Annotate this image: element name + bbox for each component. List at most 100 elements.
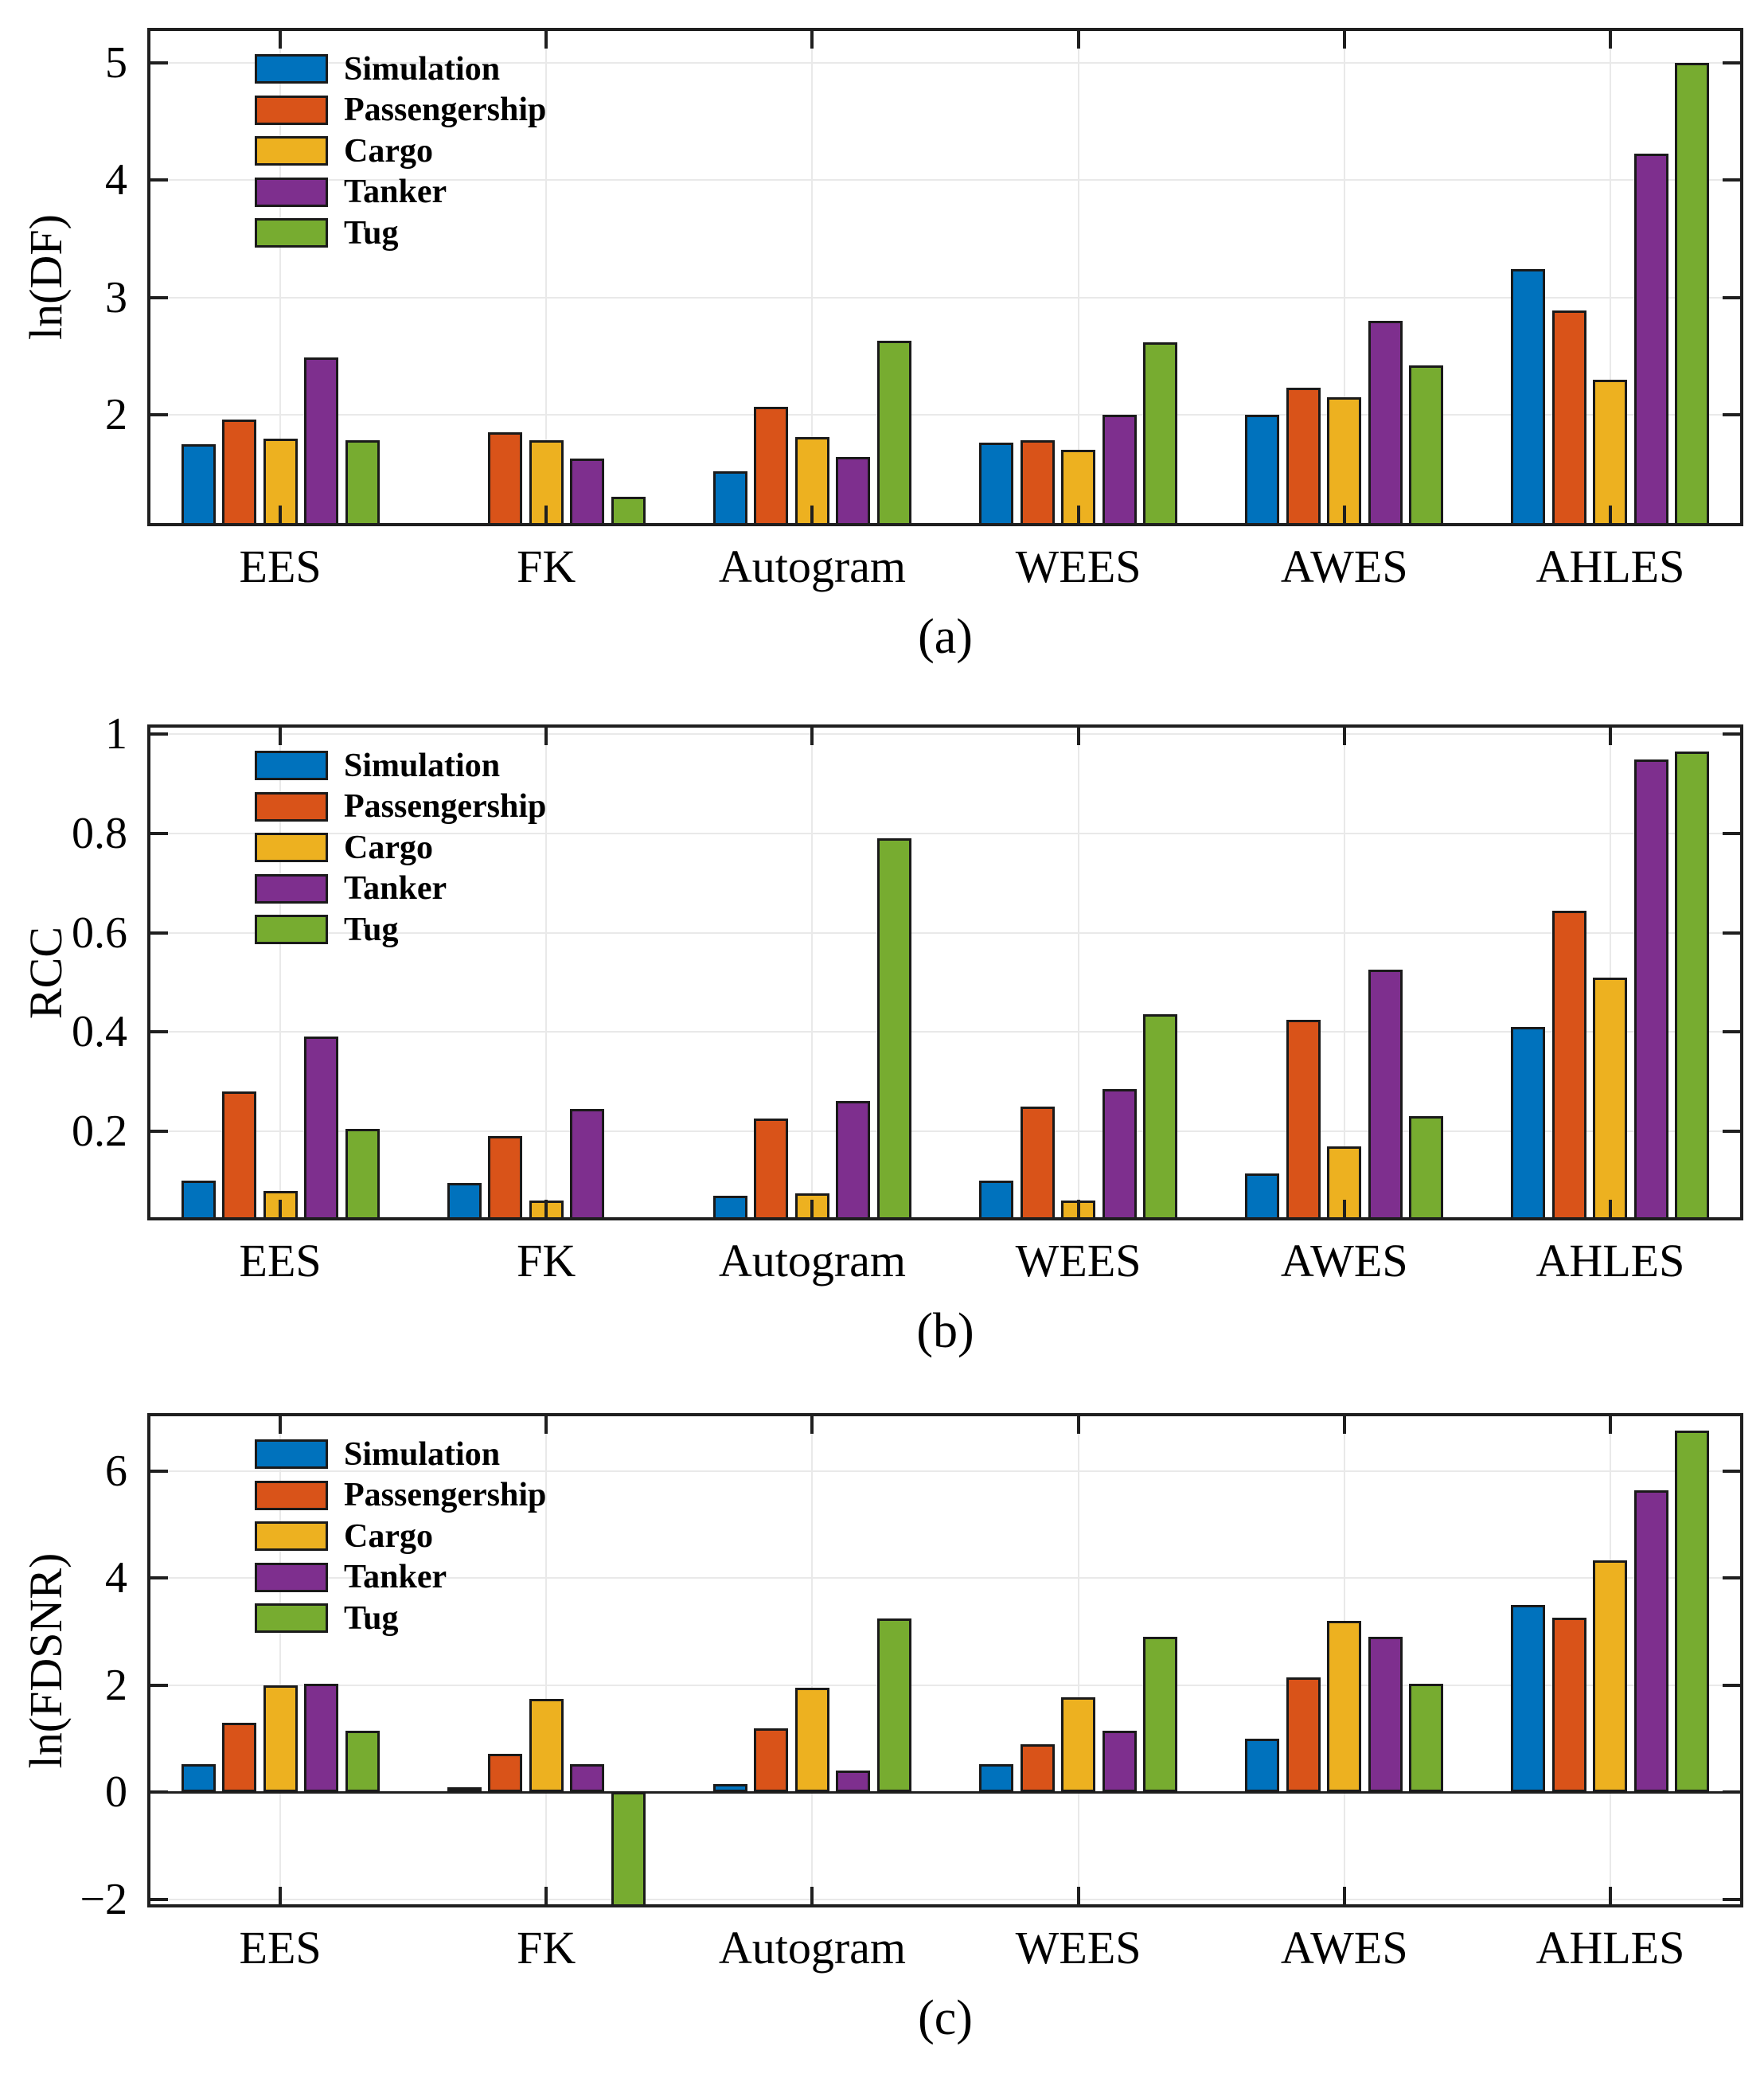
x-tick-label-AWES: AWES: [1280, 541, 1408, 592]
y-tick-right: [1723, 178, 1743, 182]
bar-a-AWES-Tug: [1409, 365, 1444, 526]
y-tick-left: [147, 1683, 168, 1687]
bar-c-EES-Tanker: [304, 1683, 339, 1793]
y-tick-left: [147, 1469, 168, 1473]
legend-swatch-tanker: [255, 1562, 328, 1592]
h-gridline: [147, 414, 1743, 416]
y-tick-label: −2: [80, 1874, 127, 1924]
x-tick-bottom: [1608, 1887, 1612, 1907]
y-tick-label: 6: [105, 1446, 127, 1496]
x-tick-top: [1342, 724, 1346, 745]
y-tick-label: 0.2: [72, 1106, 127, 1156]
zero-baseline: [147, 1790, 1743, 1794]
bar-b-AHLES-Simulation: [1511, 1027, 1546, 1220]
legend-swatch-cargo: [255, 1521, 328, 1551]
bar-c-FK-Tanker: [570, 1764, 605, 1793]
x-tick-label-FK: FK: [517, 1922, 576, 1974]
bar-c-AWES-Simulation: [1245, 1739, 1280, 1793]
y-tick-right: [1723, 295, 1743, 299]
x-tick-label-AWES: AWES: [1280, 1922, 1408, 1974]
x-tick-top: [1608, 28, 1612, 49]
legend-swatch-cargo: [255, 833, 328, 862]
bar-b-AWES-Tug: [1409, 1116, 1444, 1220]
y-tick-left: [147, 1129, 168, 1133]
panel-caption-a: (a): [918, 610, 973, 664]
bar-c-AWES-Tanker: [1368, 1637, 1403, 1793]
y-tick-left: [147, 931, 168, 935]
x-tick-label-AHLES: AHLES: [1536, 541, 1685, 592]
legend-swatch-tanker: [255, 177, 328, 207]
h-gridline: [147, 1898, 1743, 1900]
bar-a-FK-Passengership: [488, 432, 523, 526]
bar-b-EES-Tanker: [304, 1037, 339, 1220]
bar-b-EES-Tug: [345, 1128, 380, 1220]
x-tick-top: [279, 1413, 283, 1434]
x-tick-top: [810, 724, 814, 745]
bar-a-Autogram-Tug: [876, 341, 911, 526]
y-tick-right: [1723, 1469, 1743, 1473]
legend-label: Passengership: [344, 788, 547, 825]
v-gridline: [1343, 724, 1345, 1220]
legend-label: Passengership: [344, 1477, 547, 1513]
bar-a-Autogram-Passengership: [754, 406, 789, 526]
x-tick-label-WEES: WEES: [1015, 1922, 1142, 1974]
legend-label: Tug: [344, 1599, 399, 1637]
y-tick-left: [147, 732, 168, 736]
bar-c-AWES-Passengership: [1286, 1677, 1321, 1793]
y-tick-label: 3: [105, 272, 127, 322]
x-tick-top: [1608, 724, 1612, 745]
y-tick-label: 0: [105, 1767, 127, 1818]
x-tick-top: [810, 28, 814, 49]
bar-a-AHLES-Tug: [1675, 63, 1710, 526]
x-tick-label-AHLES: AHLES: [1536, 1235, 1685, 1287]
y-tick-left: [147, 1790, 168, 1794]
bar-c-FK-Cargo: [529, 1698, 564, 1793]
legend-label: Cargo: [344, 1517, 433, 1555]
x-tick-label-WEES: WEES: [1015, 1235, 1142, 1287]
legend-label: Passengership: [344, 92, 547, 128]
x-tick-bottom: [279, 506, 283, 526]
bar-a-AWES-Cargo: [1327, 396, 1362, 526]
legend-swatch-passengership: [255, 1480, 328, 1510]
y-tick-right: [1723, 413, 1743, 417]
x-tick-bottom: [810, 1887, 814, 1907]
y-tick-label: 2: [105, 1660, 127, 1710]
x-tick-top: [544, 28, 548, 49]
plot-area-b: Simulation Passengership Cargo Tanker Tug: [147, 724, 1743, 1220]
x-tick-label-EES: EES: [239, 1922, 322, 1974]
h-gridline: [147, 1031, 1743, 1033]
x-tick-bottom: [279, 1887, 283, 1907]
bar-c-AWES-Tug: [1409, 1684, 1444, 1793]
legend-label: Tug: [344, 911, 399, 948]
legend-swatch-tug: [255, 915, 328, 944]
legend-swatch-cargo: [255, 136, 328, 166]
bar-c-EES-Simulation: [181, 1764, 216, 1793]
legend-label: Simulation: [344, 1435, 501, 1473]
x-tick-bottom: [1076, 506, 1080, 526]
x-tick-top: [279, 28, 283, 49]
h-gridline: [147, 62, 1743, 64]
bar-a-EES-Cargo: [263, 438, 298, 526]
y-tick-right: [1723, 1683, 1743, 1687]
x-tick-label-AHLES: AHLES: [1536, 1922, 1685, 1974]
x-tick-top: [810, 1413, 814, 1434]
y-axis-title-a: ln(DF): [20, 214, 72, 340]
bar-b-AHLES-Tug: [1675, 752, 1710, 1220]
x-tick-label-FK: FK: [517, 1235, 576, 1287]
plot-area-c: Simulation Passengership Cargo Tanker Tug: [147, 1413, 1743, 1907]
y-tick-right: [1723, 61, 1743, 65]
y-tick-label: 4: [105, 155, 127, 205]
panel-caption-c: (c): [918, 1991, 973, 2045]
legend-swatch-simulation: [255, 54, 328, 84]
legend-label: Simulation: [344, 747, 501, 784]
h-gridline: [147, 1684, 1743, 1686]
plot-area-a: Simulation Passengership Cargo Tanker Tug: [147, 28, 1743, 526]
v-gridline: [1609, 724, 1611, 1220]
v-gridline: [1343, 28, 1345, 526]
x-tick-bottom: [1608, 506, 1612, 526]
x-tick-top: [544, 724, 548, 745]
x-tick-bottom: [544, 506, 548, 526]
v-gridline: [1077, 724, 1079, 1220]
bar-c-Autogram-Simulation: [712, 1784, 747, 1793]
